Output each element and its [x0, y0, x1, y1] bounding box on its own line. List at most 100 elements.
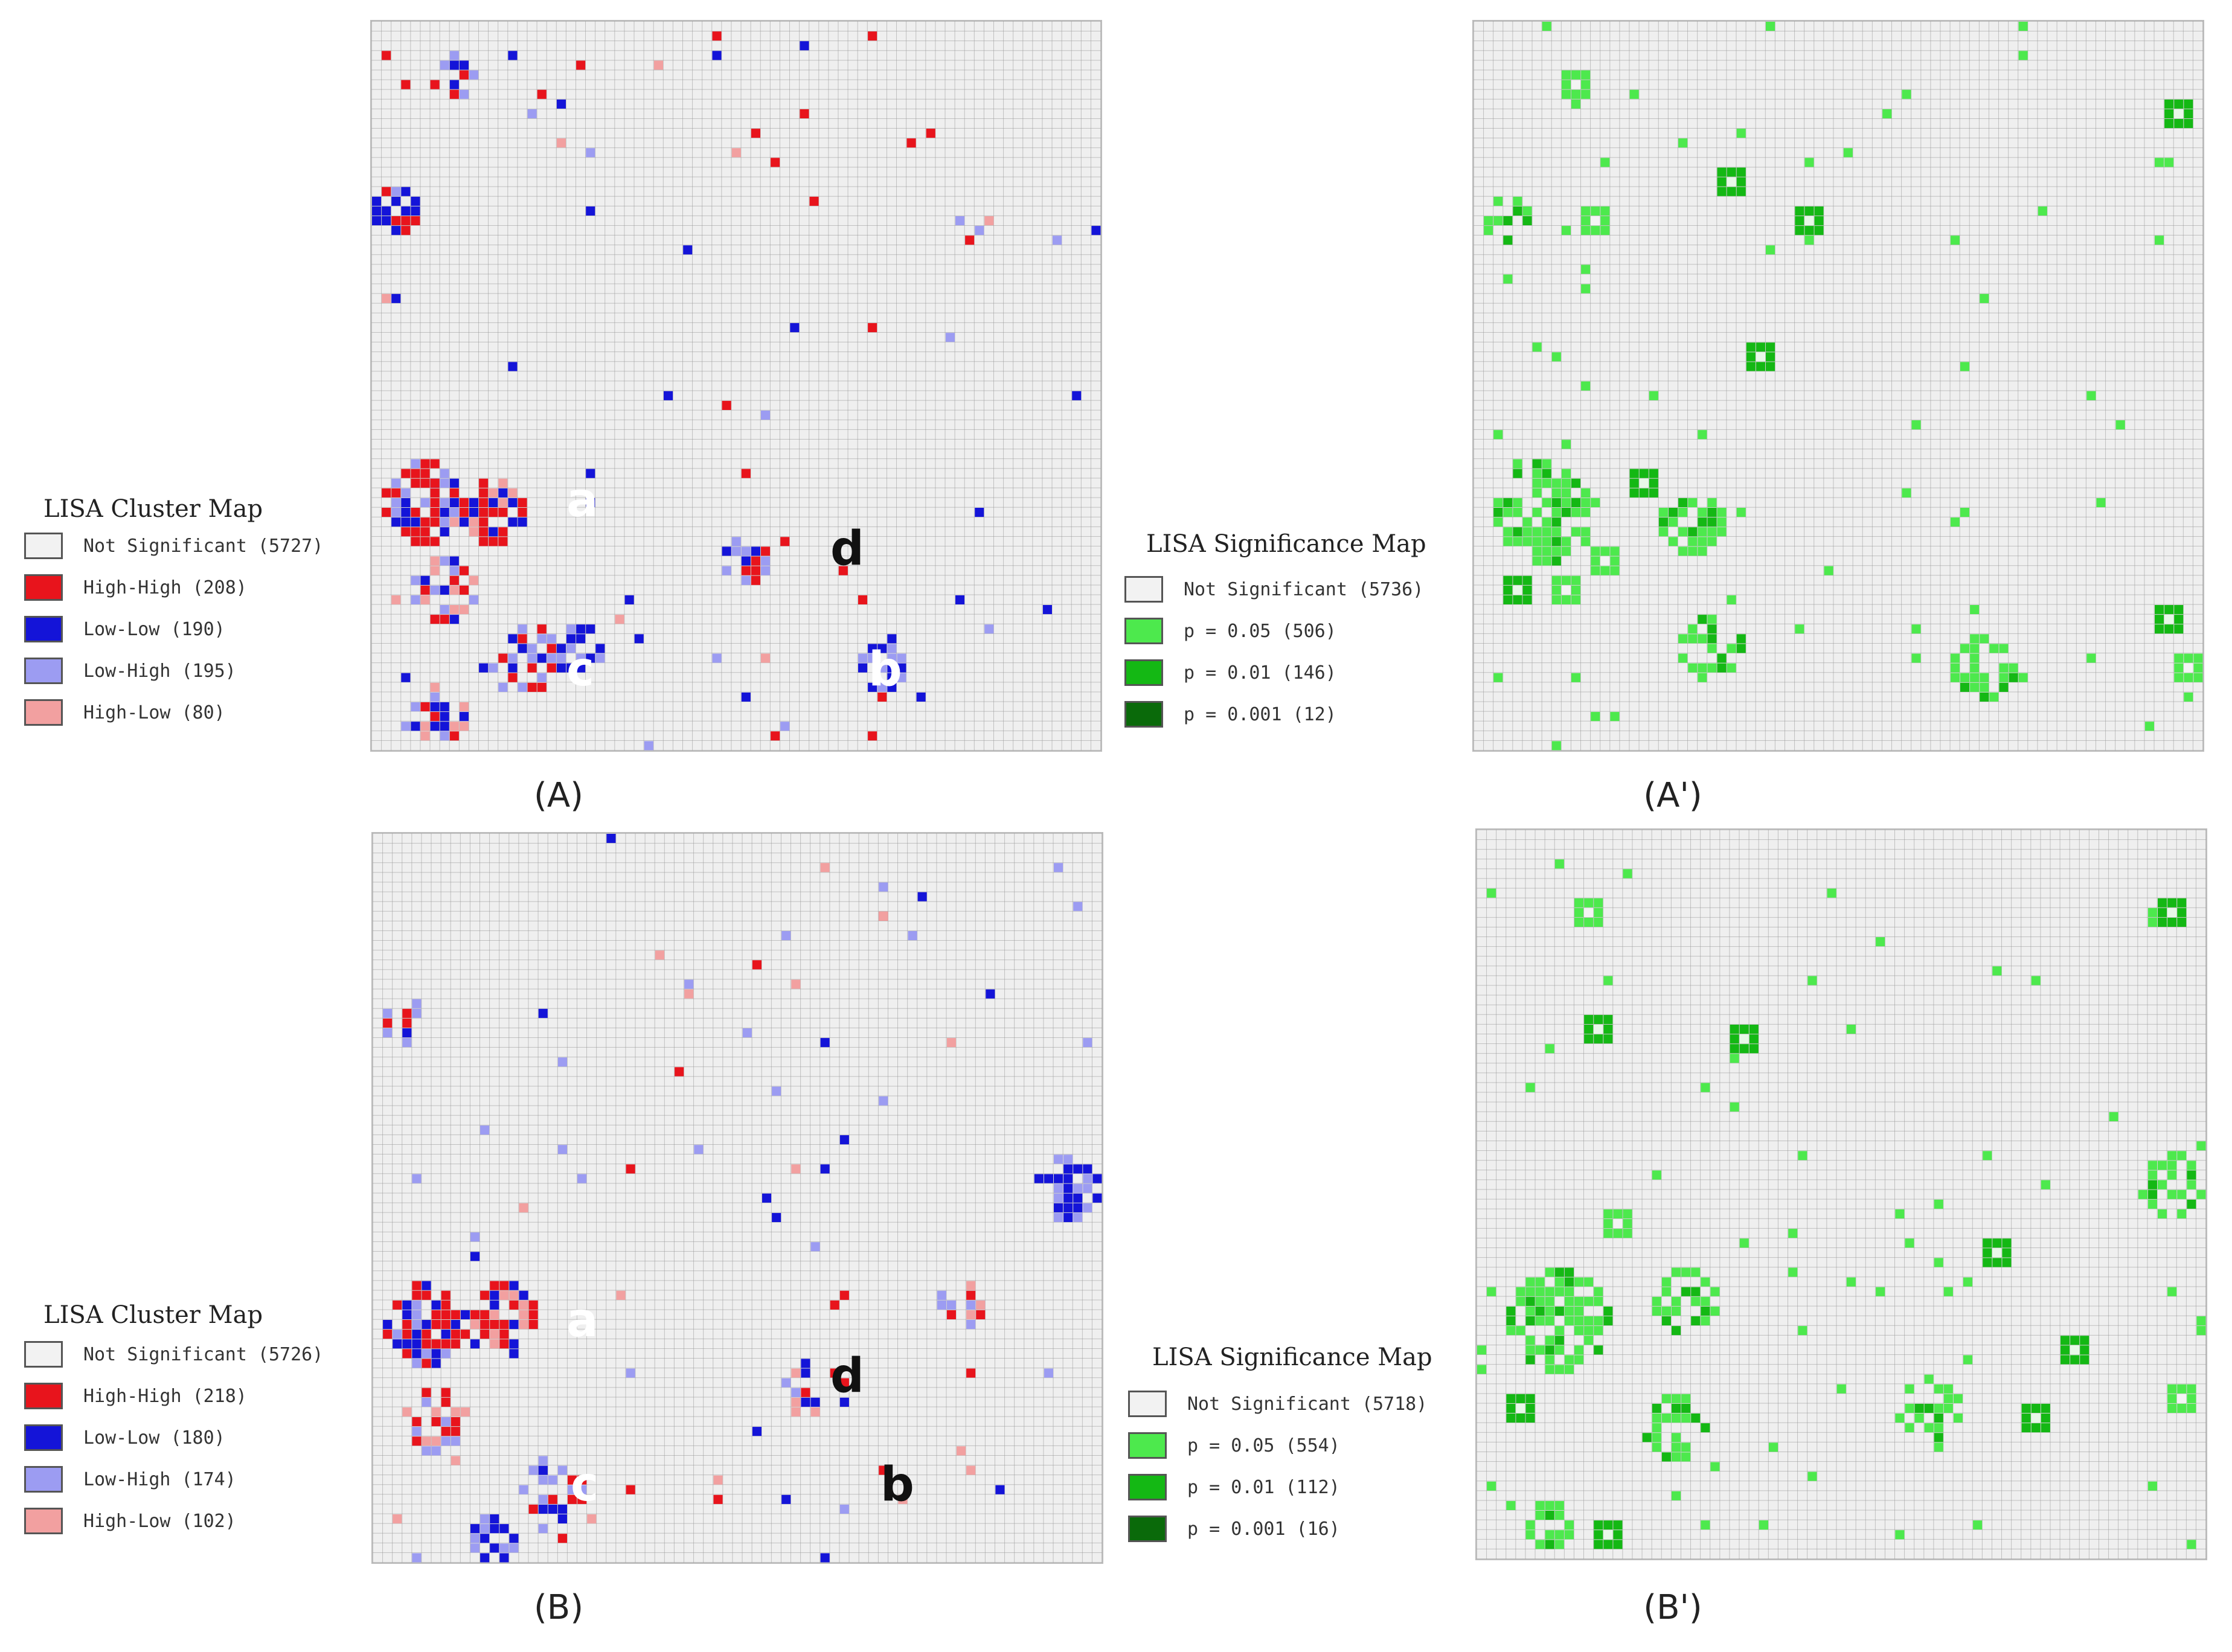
- map-cell: [1522, 517, 1532, 527]
- map-cell: [1739, 1025, 1749, 1034]
- map-cell: [509, 1281, 519, 1290]
- map-cell: [1701, 1306, 1710, 1316]
- map-cell: [1736, 167, 1746, 177]
- map-cell: [489, 663, 498, 673]
- map-cell: [1564, 1296, 1574, 1306]
- map-cell: [2138, 1189, 2147, 1199]
- map-cell: [1600, 556, 1610, 566]
- map-cell: [1678, 634, 1688, 644]
- point-label-c: c: [566, 642, 595, 697]
- map-cell: [1522, 216, 1532, 226]
- map-cell: [1545, 1336, 1554, 1345]
- map-cell: [498, 508, 508, 517]
- map-cell: [1678, 138, 1688, 148]
- map-cell: [1681, 1413, 1691, 1423]
- map-cell: [449, 51, 459, 60]
- map-cell: [2070, 1355, 2080, 1365]
- map-cell: [1493, 673, 1503, 682]
- map-cell: [576, 634, 586, 644]
- map-cell: [1591, 712, 1600, 722]
- map-cell: [479, 508, 489, 517]
- map-cell: [1542, 527, 1551, 537]
- map-cell: [1581, 498, 1591, 507]
- map-cell: [887, 653, 897, 663]
- map-cell: [1970, 682, 1980, 692]
- map-cell: [2196, 1141, 2206, 1151]
- map-cell: [1688, 537, 1698, 546]
- map-cell: [1516, 1413, 1525, 1423]
- legend-count: (506): [1281, 620, 1336, 642]
- map-cell: [1584, 908, 1594, 917]
- point-label-c: c: [571, 1458, 599, 1512]
- map-cell: [1710, 1287, 1720, 1296]
- map-cell: [1672, 1296, 1681, 1306]
- swatch: [24, 1508, 63, 1534]
- map-cell: [1658, 527, 1668, 537]
- legend-count: (102): [181, 1510, 236, 1532]
- map-cell: [1516, 1403, 1525, 1413]
- map-cell: [2041, 1423, 2050, 1433]
- map-cell: [2164, 119, 2174, 129]
- map-cell: [537, 634, 547, 644]
- map-cell: [441, 1320, 451, 1330]
- map-cell: [838, 566, 848, 575]
- map-cell: [538, 1456, 548, 1465]
- map-cell: [1503, 508, 1513, 517]
- map-cell: [1092, 1193, 1102, 1203]
- map-cell: [1989, 644, 1999, 653]
- map-cell: [449, 478, 459, 488]
- map-cell: [1503, 585, 1513, 595]
- map-cell: [2174, 615, 2184, 624]
- map-cell: [955, 595, 965, 604]
- map-cell: [490, 1543, 499, 1553]
- legend-a: LISA Cluster Map Not Significant (5727) …: [24, 495, 362, 737]
- map-cell: [1574, 908, 1584, 917]
- map-cell: [422, 1359, 431, 1368]
- map-cell: [1506, 1394, 1516, 1403]
- cluster-map-a[interactable]: [370, 20, 1102, 752]
- map-cell: [712, 653, 722, 663]
- cluster-map-b[interactable]: [371, 832, 1103, 1564]
- legend-label: Not Significant: [83, 1343, 247, 1365]
- legend-item-low-high: Low-High (174): [24, 1466, 236, 1493]
- map-cell: [509, 1349, 519, 1359]
- map-cell: [1063, 1193, 1073, 1203]
- legend-item-high-low: High-Low (80): [24, 699, 225, 726]
- map-cell: [1584, 1296, 1594, 1306]
- map-cell: [1905, 1423, 1914, 1433]
- map-cell: [1584, 1336, 1594, 1345]
- map-cell: [508, 498, 518, 507]
- map-cell: [741, 469, 751, 478]
- map-cell: [372, 216, 382, 226]
- significance-map-b[interactable]: [1475, 828, 2207, 1560]
- map-cell: [1963, 1355, 1973, 1365]
- map-cell: [430, 722, 440, 731]
- map-cell: [1054, 1183, 1063, 1193]
- map-cell: [916, 692, 926, 702]
- map-cell: [441, 1349, 451, 1359]
- map-cell: [1522, 527, 1532, 537]
- map-cell: [383, 1028, 393, 1038]
- map-cell: [440, 478, 449, 488]
- map-cell: [2193, 653, 2203, 663]
- map-cell: [1554, 1540, 1564, 1549]
- map-cell: [1992, 1238, 2002, 1248]
- map-cell: [626, 1368, 635, 1378]
- map-cell: [499, 1320, 509, 1330]
- map-cell: [430, 615, 440, 624]
- map-cell: [490, 1330, 499, 1339]
- map-cell: [1525, 1306, 1535, 1316]
- map-cell: [1532, 488, 1542, 498]
- map-cell: [498, 537, 508, 546]
- map-cell: [2177, 1209, 2187, 1218]
- map-cell: [1970, 605, 1980, 615]
- significance-map-a[interactable]: [1472, 20, 2204, 752]
- map-cell: [401, 508, 411, 517]
- map-cell: [1574, 1355, 1584, 1365]
- map-cell: [655, 950, 664, 960]
- map-cell: [1876, 937, 1885, 947]
- map-cell: [586, 653, 595, 663]
- map-cell: [1554, 1500, 1564, 1510]
- map-cell: [2184, 692, 2193, 702]
- map-cell: [1054, 1212, 1063, 1222]
